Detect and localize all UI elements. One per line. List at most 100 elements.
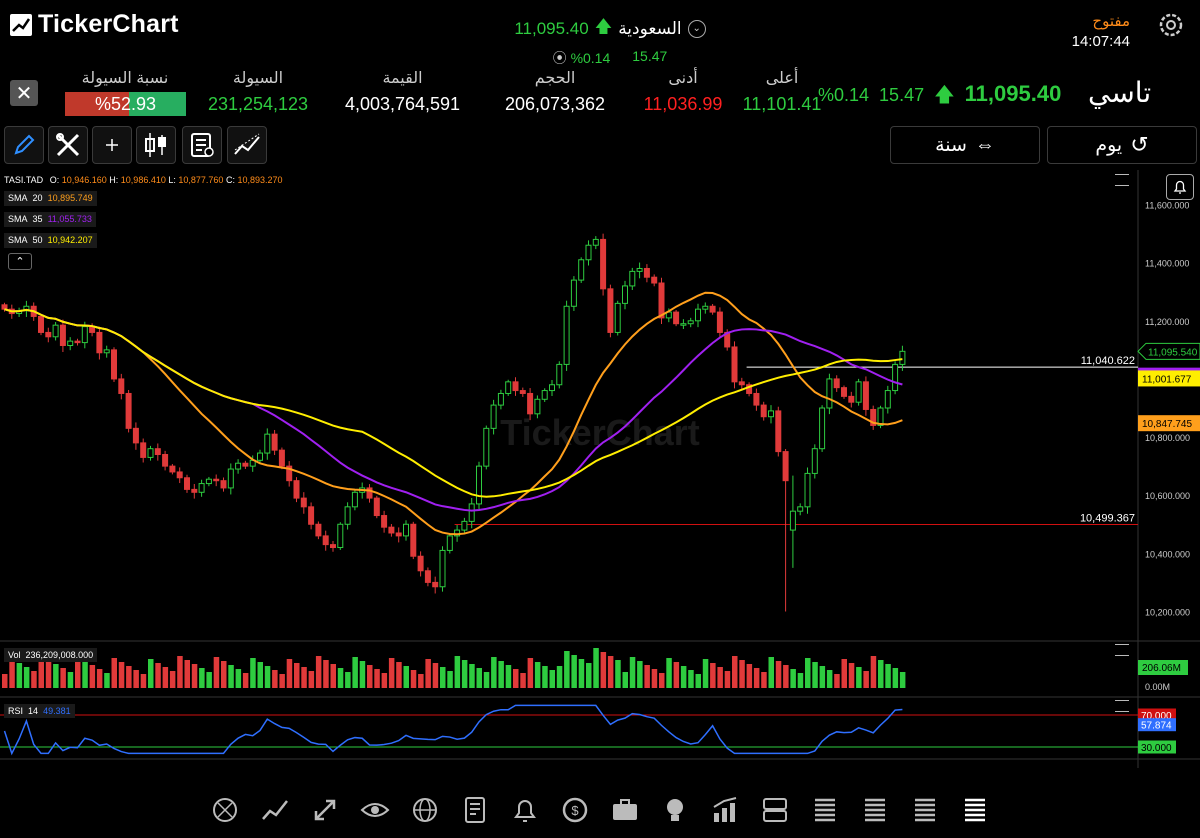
volume-bar (644, 665, 650, 688)
stat-high: أعلى 11,101.41 (742, 70, 822, 114)
legend-sma-20[interactable]: SMA 20 10,895.749 (4, 191, 97, 206)
center-quote[interactable]: 11,095.40 🡅 السعودية ⌄ ⦿ %0.14 15.47 (480, 14, 740, 68)
y-tick-label: 10,200.000 (1145, 607, 1190, 617)
candle-body (673, 311, 680, 325)
trend-button[interactable] (227, 126, 267, 164)
volume-bar (148, 659, 154, 688)
nav-server-button[interactable] (755, 790, 795, 830)
period-interval-button[interactable]: يوم ↺ (1047, 126, 1197, 164)
volume-bar (374, 669, 380, 688)
volume-bar (67, 672, 74, 688)
candle-body (242, 462, 249, 467)
candle-body (505, 381, 512, 394)
volume-bar (38, 656, 44, 688)
candle-body (264, 433, 271, 454)
volume-bar (126, 666, 132, 688)
sma-50-line (4, 308, 903, 498)
volume-bar (118, 662, 125, 688)
volume-bar (140, 674, 147, 688)
y-tick-label: 11,200.000 (1145, 317, 1189, 327)
candle-body (833, 378, 840, 389)
nav-news-button[interactable] (455, 790, 495, 830)
y-tick-label: 10,800.000 (1145, 433, 1190, 443)
legend-sma-35[interactable]: SMA 35 11,055.733 (4, 212, 96, 227)
period-range-button[interactable]: سنة ⇔ (890, 126, 1040, 164)
candle-body (658, 282, 665, 319)
candle-body (271, 433, 278, 451)
history-icon: ↺ (1130, 132, 1149, 157)
candle-body (746, 384, 753, 394)
bars-icon (915, 798, 935, 822)
alert-button[interactable] (1166, 174, 1194, 200)
horizontal-line-label: 10,499.367 (1080, 512, 1135, 524)
volume-bar (863, 671, 869, 688)
settings-gear-icon[interactable] (1156, 10, 1186, 40)
arrows-icon (314, 799, 336, 821)
volume-bar (177, 656, 183, 688)
candle-body (461, 520, 468, 531)
stat-quote: %0.14 15.47 🡅 11,095.40 (818, 80, 1061, 114)
nav-globe-button[interactable] (405, 790, 445, 830)
quote-change: 15.47 (632, 48, 668, 64)
candle-body (892, 363, 899, 392)
close-button[interactable]: ✕ (10, 80, 38, 106)
chevron-down-icon[interactable]: ⌄ (687, 19, 706, 38)
nav-bars-button[interactable] (955, 790, 995, 830)
volume-bar (651, 669, 658, 688)
nav-radar-button[interactable] (205, 790, 245, 830)
candle-body (293, 480, 300, 499)
volume-bar (556, 666, 563, 688)
bell-icon (514, 800, 536, 822)
nav-growth-chart-button[interactable] (705, 790, 745, 830)
nav-lightbulb-button[interactable] (655, 790, 695, 830)
volume-bar (483, 672, 490, 688)
nav-bars-button[interactable] (805, 790, 845, 830)
candle-body (870, 408, 877, 426)
stat-liquidity-ratio: نسبة السيولة (81, 70, 169, 87)
candle-body (403, 523, 409, 537)
expand-panel-icon[interactable] (1115, 700, 1129, 712)
nav-trend-button[interactable] (255, 790, 295, 830)
candle-body (454, 529, 461, 537)
candlestick-button[interactable] (136, 126, 176, 164)
volume-bar (600, 652, 607, 688)
rsi-value-label: 70.000 (1141, 711, 1172, 722)
pencil-tool-button[interactable] (4, 126, 44, 164)
market-status: مفتوح 14:07:44 (1060, 12, 1130, 50)
nav-briefcase-button[interactable] (605, 790, 645, 830)
volume-bar (221, 661, 227, 688)
collapse-legend-button[interactable]: ⌃ (8, 253, 32, 270)
volume-bar (264, 666, 271, 688)
legend-sma-50[interactable]: SMA 50 10,942.207 (4, 233, 97, 248)
volume-bar (403, 666, 409, 688)
candle-body (527, 392, 534, 415)
expand-panel-icon[interactable] (1115, 174, 1129, 186)
volume-bar (505, 665, 512, 688)
volume-bar (2, 674, 8, 688)
y-tick-label: 11,600.000 (1145, 201, 1189, 211)
logo-icon (10, 13, 32, 36)
crosshair-button[interactable] (92, 126, 132, 164)
expand-panel-icon[interactable] (1115, 644, 1129, 656)
news-icon (465, 797, 485, 823)
tools-button[interactable] (48, 126, 88, 164)
nav-bell-button[interactable] (505, 790, 545, 830)
volume-bar (410, 670, 417, 688)
nav-arrows-button[interactable] (305, 790, 345, 830)
candle-body (687, 320, 694, 325)
volume-bar (213, 657, 220, 688)
candle-body (512, 381, 519, 392)
checklist-button[interactable] (182, 126, 222, 164)
globe-icon (413, 798, 437, 822)
nav-bars-button[interactable] (905, 790, 945, 830)
nav-coin-button[interactable]: $ (555, 790, 595, 830)
rsi-value-tag (1138, 740, 1176, 754)
volume-bar (695, 674, 701, 688)
sma-lines (4, 291, 903, 536)
nav-eye-button[interactable] (355, 790, 395, 830)
rsi-line (3, 704, 903, 756)
volume-bar (162, 667, 169, 688)
svg-text:$: $ (571, 803, 579, 818)
nav-bars-button[interactable] (855, 790, 895, 830)
